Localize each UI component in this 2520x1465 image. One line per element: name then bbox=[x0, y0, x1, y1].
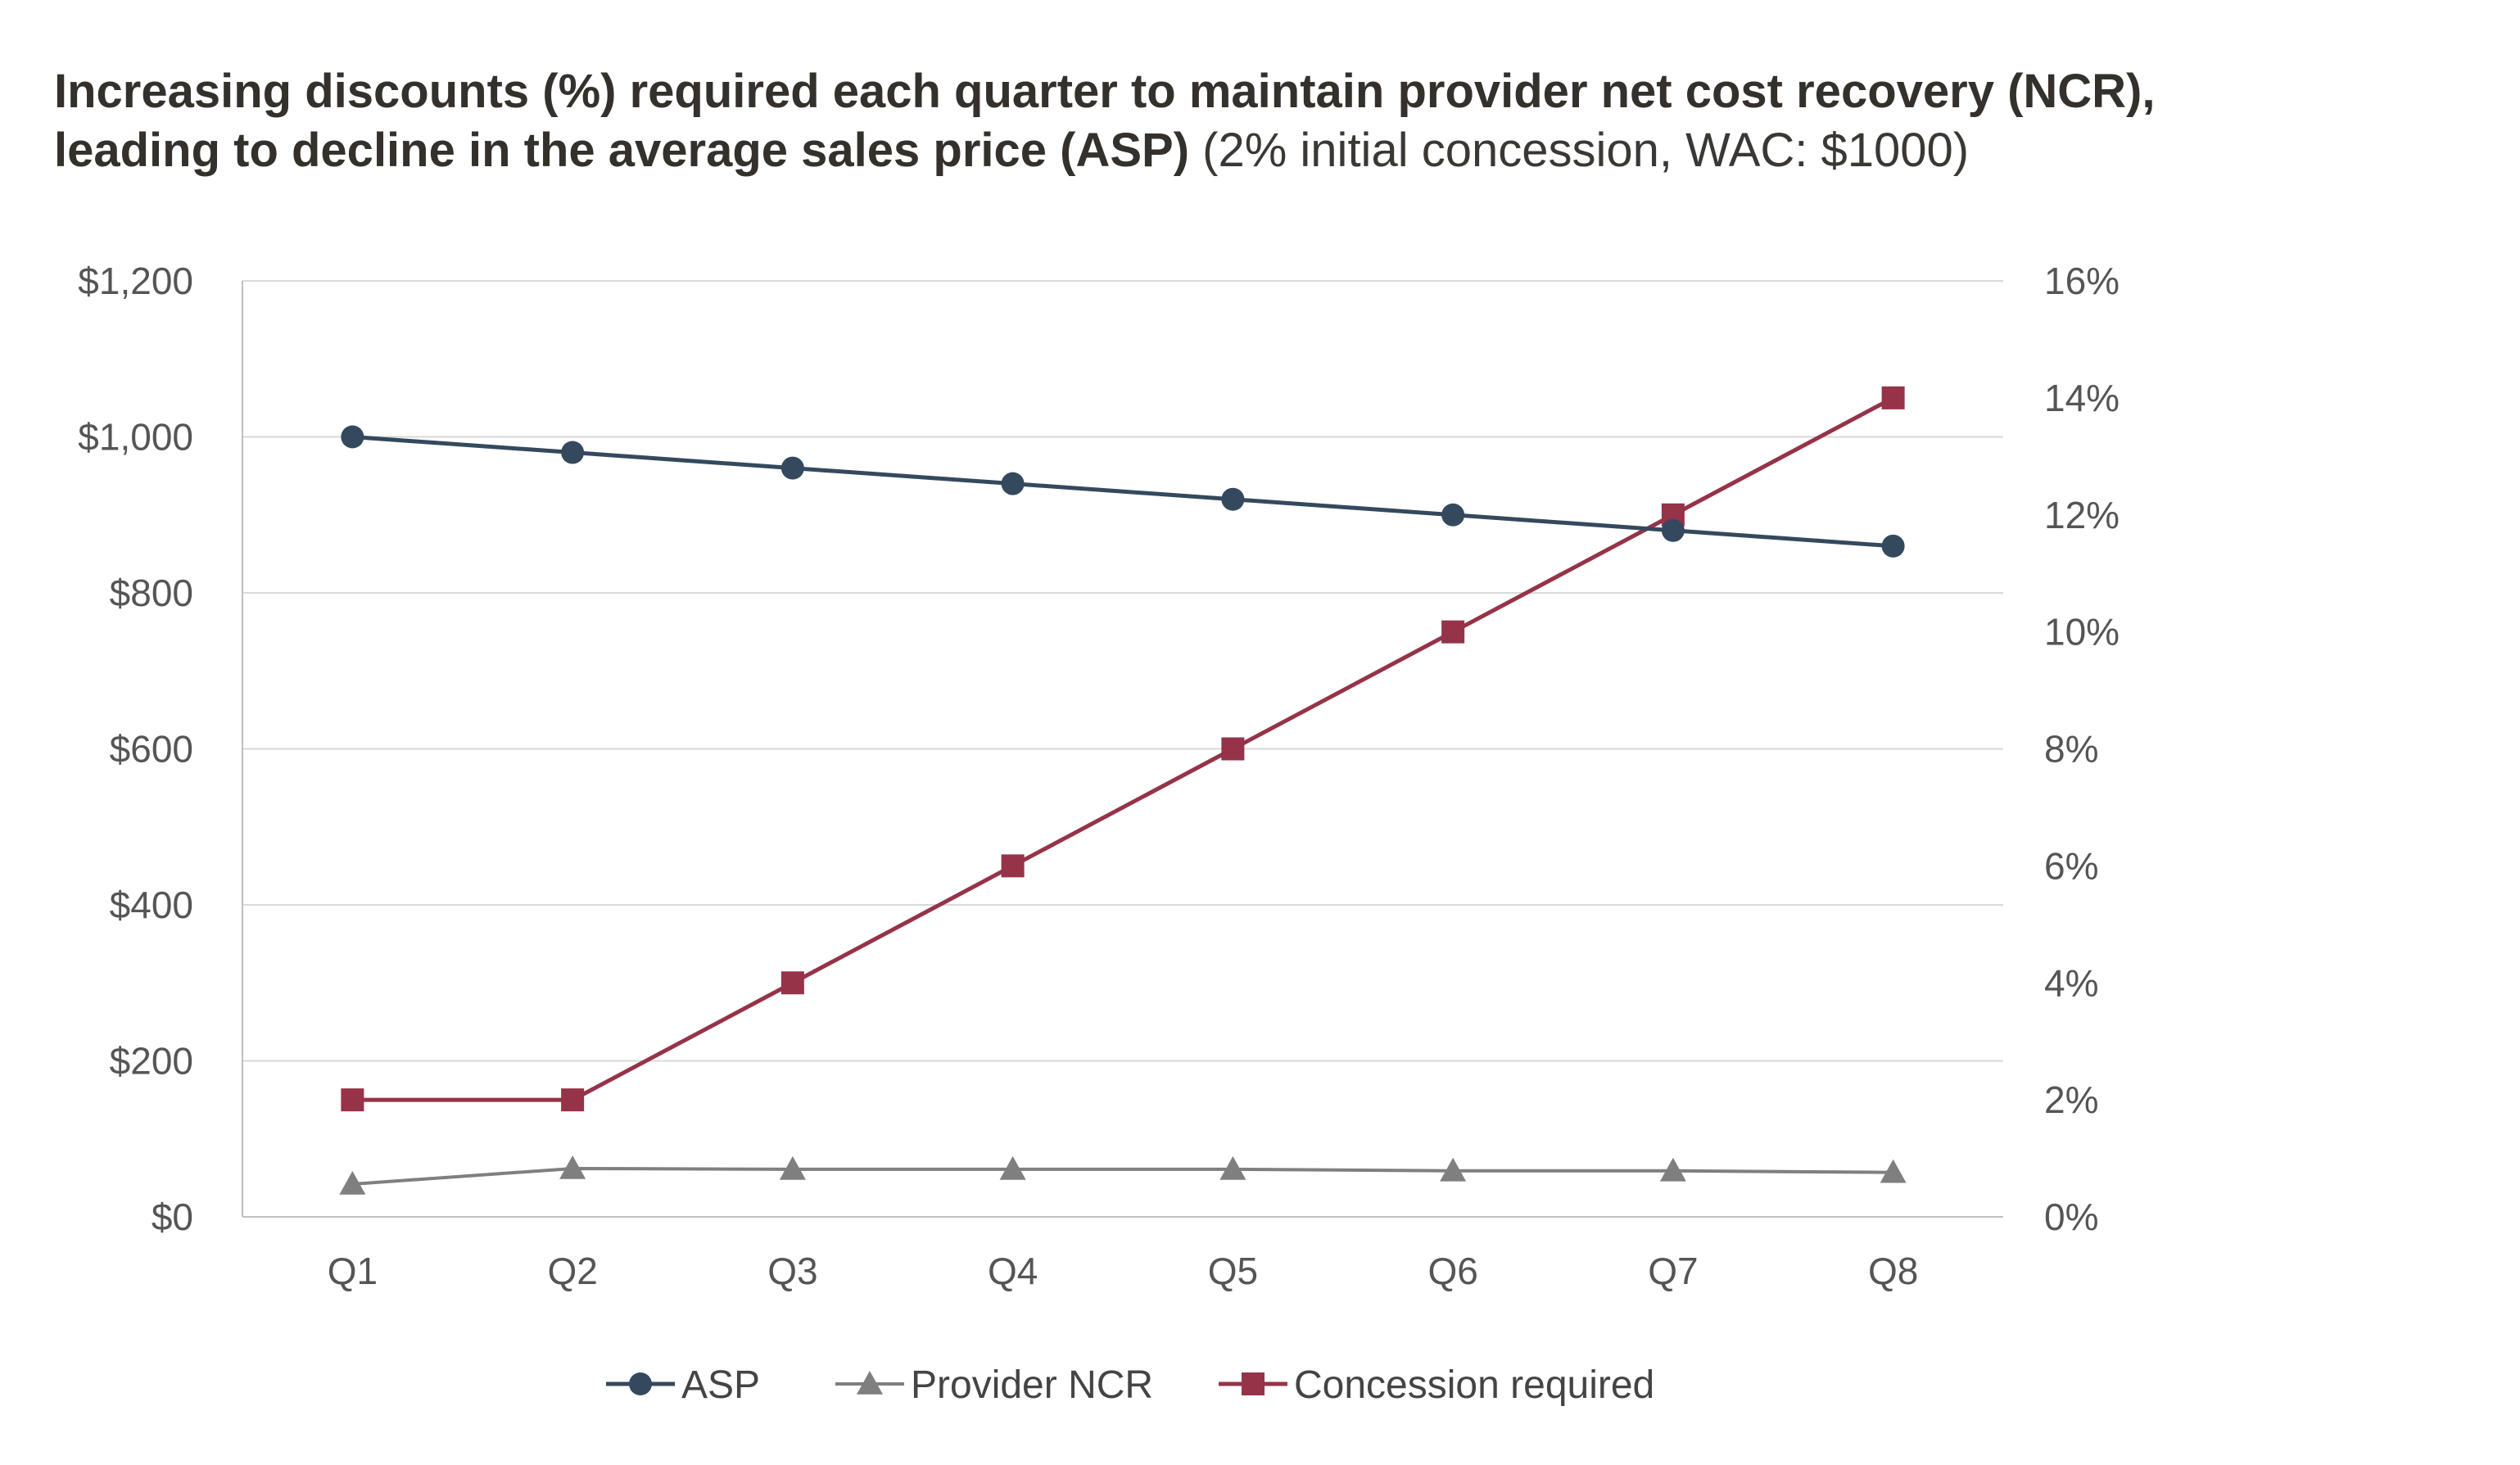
x-axis-tick-label: Q1 bbox=[328, 1250, 378, 1292]
concession-required-point bbox=[561, 1088, 585, 1112]
gridlines bbox=[242, 280, 2003, 1062]
x-axis-tick-label: Q6 bbox=[1427, 1250, 1477, 1292]
asp-point bbox=[1441, 503, 1465, 527]
chart-title: Increasing discounts (%) required each q… bbox=[54, 62, 2429, 180]
axes bbox=[242, 281, 2003, 1218]
legend-marker bbox=[1242, 1372, 1265, 1395]
x-axis-tick-label: Q8 bbox=[1868, 1250, 1918, 1292]
legend: ASP Provider NCR Concession required bbox=[606, 1363, 1654, 1407]
provider-ncr-point bbox=[339, 1170, 366, 1195]
x-axis-tick-labels: Q1 Q2 Q3 Q4 Q5 Q6 Q7 Q8 bbox=[328, 1250, 1919, 1292]
right-axis-tick-label: 6% bbox=[2044, 844, 2098, 887]
left-axis-tick-label: $0 bbox=[152, 1196, 193, 1238]
concession-required-line bbox=[352, 396, 1894, 1102]
provider-ncr-point bbox=[999, 1155, 1026, 1180]
chart-title-line1: Increasing discounts (%) required each q… bbox=[54, 65, 2156, 118]
series bbox=[339, 386, 1907, 1195]
legend-label: Provider NCR bbox=[911, 1363, 1153, 1407]
asp-line bbox=[352, 435, 1893, 549]
legend-item-provider-ncr: Provider NCR bbox=[835, 1363, 1153, 1407]
x-axis-tick-label: Q7 bbox=[1648, 1250, 1698, 1292]
right-axis-tick-labels: 0% 2% 4% 6% 8% 10% 12% 14% 16% bbox=[2044, 260, 2120, 1238]
concession-required-point bbox=[341, 1088, 364, 1112]
provider-ncr-line bbox=[352, 1166, 1893, 1186]
asp-point bbox=[1001, 472, 1025, 495]
asp-point bbox=[341, 425, 364, 449]
right-axis-tick-label: 16% bbox=[2044, 260, 2120, 302]
provider-ncr-point bbox=[559, 1155, 586, 1179]
concession-required-point bbox=[1881, 386, 1905, 409]
asp-point bbox=[561, 441, 585, 464]
provider-ncr-point bbox=[1440, 1157, 1467, 1182]
concession-required-point bbox=[1221, 737, 1245, 761]
provider-ncr-point bbox=[1219, 1155, 1246, 1180]
provider-ncr-point bbox=[1880, 1159, 1907, 1183]
right-axis-tick-label: 10% bbox=[2044, 611, 2120, 653]
series-provider-ncr bbox=[339, 1155, 1907, 1195]
x-axis-tick-label: Q2 bbox=[547, 1250, 597, 1292]
provider-ncr-point bbox=[779, 1155, 806, 1180]
left-axis-tick-label: $600 bbox=[110, 728, 193, 771]
asp-point bbox=[1221, 487, 1245, 511]
concession-required-point bbox=[1441, 620, 1465, 644]
right-axis-tick-label: 8% bbox=[2044, 728, 2098, 771]
provider-ncr-point bbox=[1659, 1157, 1686, 1182]
chart-subtitle: (2% initial concession, WAC: $1000) bbox=[1202, 124, 1970, 177]
right-axis-tick-label: 0% bbox=[2044, 1196, 2098, 1238]
left-axis-tick-label: $1,000 bbox=[78, 416, 193, 459]
left-axis-tick-label: $1,200 bbox=[78, 260, 193, 302]
left-axis-tick-label: $800 bbox=[110, 572, 193, 614]
right-axis-tick-label: 4% bbox=[2044, 961, 2098, 1004]
left-axis-tick-label: $200 bbox=[110, 1040, 193, 1083]
asp-point bbox=[1661, 518, 1685, 542]
legend-label: ASP bbox=[681, 1363, 760, 1407]
right-axis-tick-label: 14% bbox=[2044, 377, 2120, 419]
legend-item-concession-required: Concession required bbox=[1219, 1363, 1654, 1407]
right-axis-tick-label: 12% bbox=[2044, 494, 2120, 536]
left-axis-tick-labels: $0 $200 $400 $600 $800 $1,000 $1,200 bbox=[78, 260, 193, 1238]
asp-point bbox=[780, 456, 804, 480]
chart-title-line2: leading to decline in the average sales … bbox=[54, 124, 1190, 177]
legend-label: Concession required bbox=[1294, 1363, 1654, 1407]
right-axis-tick-label: 2% bbox=[2044, 1078, 2098, 1121]
concession-required-point bbox=[780, 971, 804, 995]
legend-marker bbox=[857, 1371, 883, 1395]
x-axis-tick-label: Q4 bbox=[988, 1250, 1038, 1292]
concession-required-point bbox=[1001, 854, 1025, 878]
series-asp bbox=[341, 425, 1905, 558]
asp-point bbox=[1881, 534, 1905, 558]
x-axis-tick-label: Q5 bbox=[1208, 1250, 1258, 1292]
x-axis-tick-label: Q3 bbox=[767, 1250, 817, 1292]
legend-item-asp: ASP bbox=[606, 1363, 760, 1407]
legend-marker bbox=[629, 1372, 652, 1395]
left-axis-tick-label: $400 bbox=[110, 884, 193, 926]
